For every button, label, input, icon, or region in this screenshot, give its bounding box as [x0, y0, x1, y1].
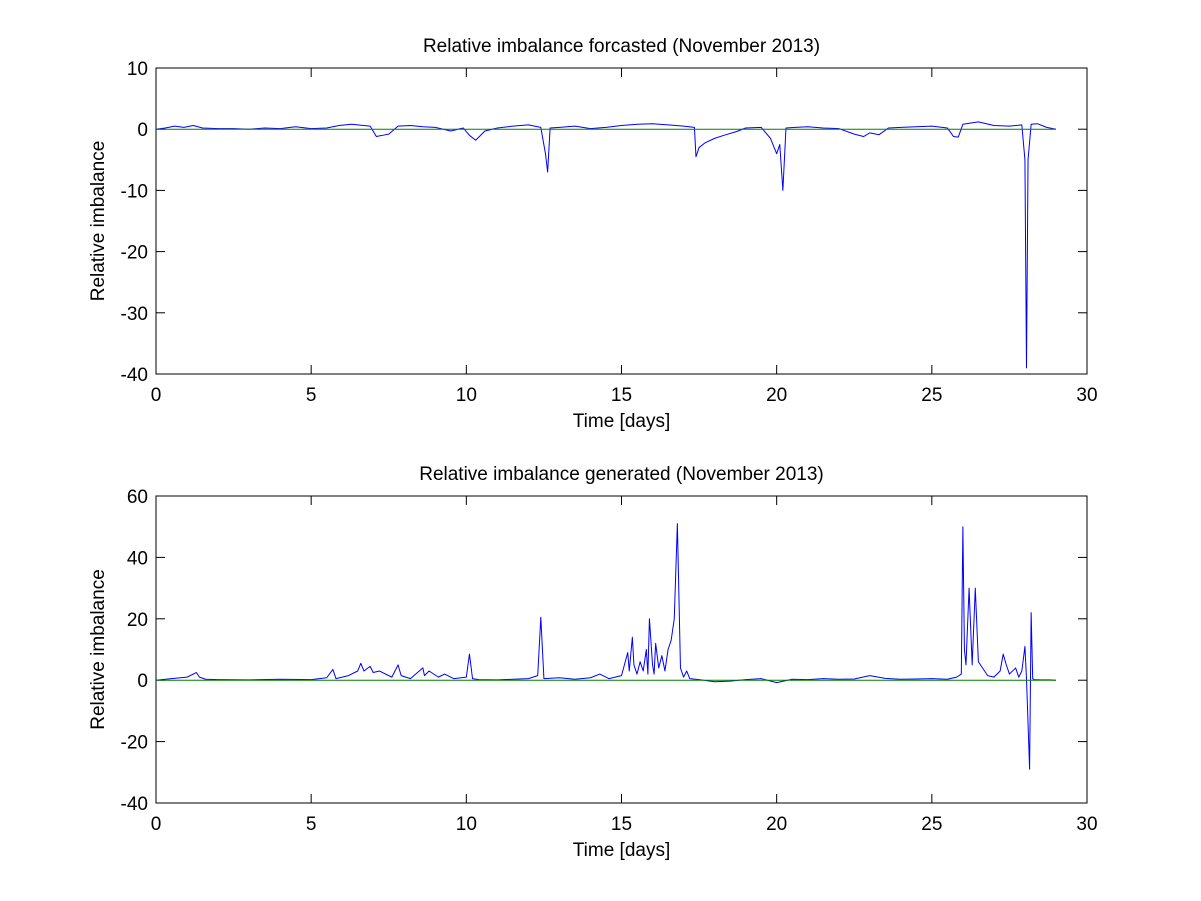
bottom-y-tick-label: 60 [127, 487, 148, 508]
top-x-tick-label: 0 [151, 385, 162, 406]
bottom-x-tick-label: 20 [766, 814, 787, 835]
bottom-y-tick-label: -20 [121, 733, 148, 754]
top-x-tick-label: 30 [1076, 385, 1097, 406]
top-x-tick-label: 20 [766, 385, 787, 406]
top-y-tick-label: -20 [121, 243, 148, 264]
bottom-y-tick-label: -40 [121, 794, 148, 815]
bottom-x-tick-label: 25 [921, 814, 942, 835]
bottom-panel: Relative imbalance generated (November 2… [88, 464, 1098, 861]
bottom-x-tick-label: 0 [151, 814, 162, 835]
top-y-axis-label: Relative imbalance [88, 141, 109, 302]
bottom-chart-title: Relative imbalance generated (November 2… [419, 464, 824, 485]
top-panel: Relative imbalance forcasted (November 2… [88, 36, 1098, 432]
top-x-tick-label: 15 [611, 385, 632, 406]
top-series-line-1 [155, 121, 1057, 369]
top-plot-area [155, 67, 1088, 375]
bottom-series-line-1 [155, 523, 1056, 770]
top-x-tick-label: 10 [456, 385, 477, 406]
top-chart-title: Relative imbalance forcasted (November 2… [423, 36, 820, 57]
bottom-series-group [155, 523, 1056, 770]
bottom-y-tick-label: 0 [137, 671, 148, 692]
bottom-x-tick-label: 15 [611, 814, 632, 835]
bottom-y-axis-label: Relative imbalance [88, 569, 109, 730]
top-x-tick-label: 5 [306, 385, 317, 406]
top-y-tick-label: 0 [137, 120, 148, 141]
top-x-axis-label: Time [days] [573, 411, 671, 432]
top-y-tick-label: -40 [121, 365, 148, 386]
bottom-x-tick-label: 5 [306, 814, 317, 835]
bottom-x-axis-label: Time [days] [573, 840, 671, 861]
top-tick-group: 0 5 10 15 20 25 30 -40 -30 -20 -10 0 10 [121, 59, 1098, 406]
top-series-group [155, 121, 1057, 369]
bottom-y-tick-label: 20 [127, 610, 148, 631]
top-x-tick-label: 25 [921, 385, 942, 406]
bottom-tick-group: 0 5 10 15 20 25 30 -40 -20 0 20 40 60 [121, 487, 1098, 835]
top-y-tick-label: -10 [121, 181, 148, 202]
bottom-plot-area [155, 495, 1088, 804]
bottom-x-tick-label: 30 [1076, 814, 1097, 835]
top-y-tick-label: -30 [121, 304, 148, 325]
bottom-x-tick-label: 10 [456, 814, 477, 835]
bottom-y-tick-label: 40 [127, 548, 148, 569]
top-y-tick-label: 10 [127, 59, 148, 80]
